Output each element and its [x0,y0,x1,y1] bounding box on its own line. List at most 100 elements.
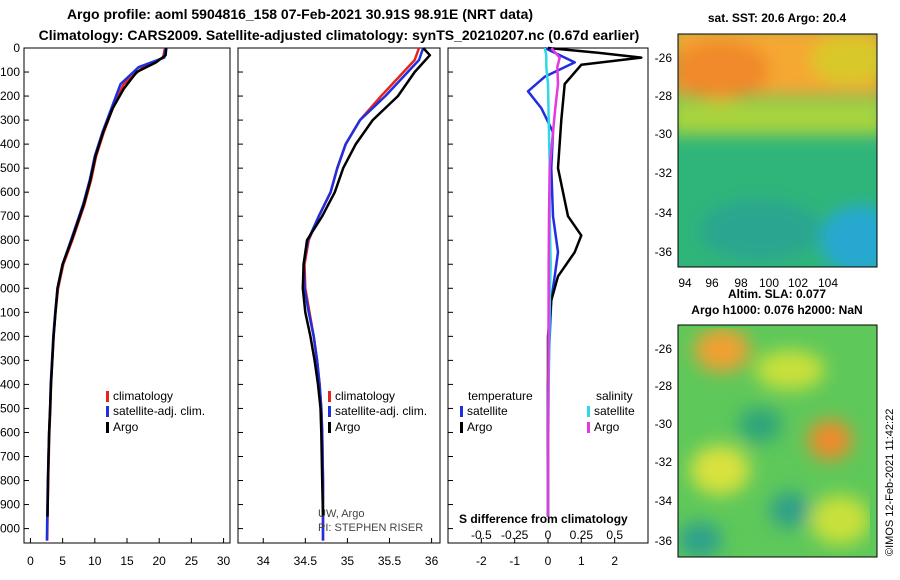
y-tick-label: 1700 [0,449,20,463]
sst-mild-patch [810,35,877,85]
top-x-tick-label: -0.25 [501,528,529,542]
x-tick-label: 20 [153,554,167,568]
top-x-tick-label: -0.5 [471,528,492,542]
temperature-chart: 0 5 10 15 20 25 30 [27,47,231,568]
legend-label-sal-satellite: satellite [594,404,635,418]
sst-x-tick-label: 98 [734,276,748,290]
x-tick-label: 0 [545,554,552,568]
sla-mid-2 [690,445,750,495]
sla-mid-3 [810,495,870,545]
sst-map-frame [677,33,878,268]
temperature-panel-frame [23,47,231,544]
x-tick-label: 34 [257,554,271,568]
sla-title-2: Argo h1000: 0.076 h2000: NaN [691,303,862,317]
x-tick-label: 35.5 [378,554,402,568]
sst-transition-band [678,100,877,135]
depth-axis: 0 100 200 300 400 500 600 700 800 900 1000 1100 1200… [0,41,453,536]
sst-map-title: sat. SST: 20.6 Argo: 20.4 [708,11,847,25]
x-tick-label: 10 [88,554,102,568]
legend-swatch-climatology [328,391,331,402]
legend-swatch-satellite [106,406,109,417]
legend-swatch-temp-satellite [460,406,463,417]
imos-credit: ©IMOS 12-Feb-2021 11:42:22 [884,409,896,556]
y-tick-label: 200 [0,89,20,103]
x-tick-label: 15 [120,554,134,568]
map-tick-labels: -26 -28 -30 -32 -34 -36 94 96 98 100 102 104 -26 -28 -… [655,51,839,548]
credit-uw-argo: UW, Argo [318,508,364,520]
sla-low-2 [770,492,810,528]
legend-swatch-argo [106,422,109,433]
sla-mid-1 [755,350,825,390]
series-argo [301,47,432,517]
sst-map [678,34,877,267]
title-line-1: Argo profile: aoml 5904816_158 07-Feb-20… [67,6,533,22]
temperature-legend: climatology satellite-adj. clim. Argo [106,389,205,434]
legend-swatch-climatology [106,391,109,402]
sst-x-tick-label: 100 [759,276,779,290]
legend-label-sal-argo: Argo [594,420,620,434]
sla-map-frame [677,324,878,558]
y-tick-label: 300 [0,113,20,127]
credit-pi: PI: STEPHEN RISER [318,522,423,534]
sla-y-tick-label: -32 [655,455,673,469]
legend-swatch-temp-argo [460,422,463,433]
sst-map-field [678,34,877,267]
x-tick-label: 36 [425,554,439,568]
legend-header-salinity: salinity [596,389,633,403]
legend-label-satellite: satellite-adj. clim. [113,404,205,418]
y-tick-label: 500 [0,161,20,175]
top-x-tick-label: 0 [545,528,552,542]
sst-x-tick-label: 94 [678,276,692,290]
top-axis-label: S difference from climatology [459,512,628,526]
sst-y-tick-label: -26 [655,51,673,65]
salinity-chart: 34 34.5 35 35.5 36 [257,47,439,568]
legend-label-argo: Argo [335,420,361,434]
y-tick-label: 800 [0,233,20,247]
legend-label-temp-satellite: satellite [467,404,508,418]
x-tick-label: 2 [611,554,618,568]
legend-swatch-sal-argo [587,422,590,433]
difference-chart: -2 -1 0 1 2 -0.5 -0.25 0 0.25 0.5 [471,46,643,568]
y-tick-label: 1500 [0,401,20,415]
sst-y-tick-label: -32 [655,166,673,180]
sla-map-field [678,328,870,557]
series-argo [46,47,168,517]
y-tick-label: 700 [0,209,20,223]
sla-low-1 [738,407,782,443]
y-tick-label: 1000 [0,281,20,295]
top-x-tick-label: 0.25 [570,528,594,542]
x-tick-label: 5 [59,554,66,568]
y-tick-label: 1300 [0,353,20,367]
difference-legend: temperature salinity satellite Argo sate… [459,389,635,526]
sla-high-2 [808,420,852,460]
y-tick-label: 1600 [0,425,20,439]
legend-header-temperature: temperature [468,389,533,403]
sla-map [678,325,877,557]
x-tick-label: 30 [217,554,231,568]
x-tick-label: -2 [476,554,487,568]
sst-x-tick-label: 104 [818,276,838,290]
x-tick-label: 25 [185,554,199,568]
sst-cool-band [700,200,820,260]
x-tick-label: -1 [509,554,520,568]
legend-swatch-satellite [328,406,331,417]
legend-label-climatology: climatology [113,389,173,403]
legend-label-satellite: satellite-adj. clim. [335,404,427,418]
legend-label-argo: Argo [113,420,139,434]
sst-cool-patch [820,205,877,267]
sla-y-tick-label: -30 [655,417,673,431]
sst-x-tick-label: 102 [788,276,808,290]
legend-label-climatology: climatology [335,389,395,403]
sla-high-1 [694,328,750,372]
legend-swatch-sal-satellite [587,406,590,417]
y-tick-label: 1100 [0,305,20,319]
y-tick-label: 600 [0,185,20,199]
y-tick-label: 1400 [0,377,20,391]
series-salinity-argo [546,47,561,517]
sst-y-tick-label: -28 [655,89,673,103]
y-tick-label: 1800 [0,474,20,488]
y-tick-label: 1200 [0,329,20,343]
y-tick-label: 1900 [0,498,20,512]
sla-low-3 [678,522,722,557]
